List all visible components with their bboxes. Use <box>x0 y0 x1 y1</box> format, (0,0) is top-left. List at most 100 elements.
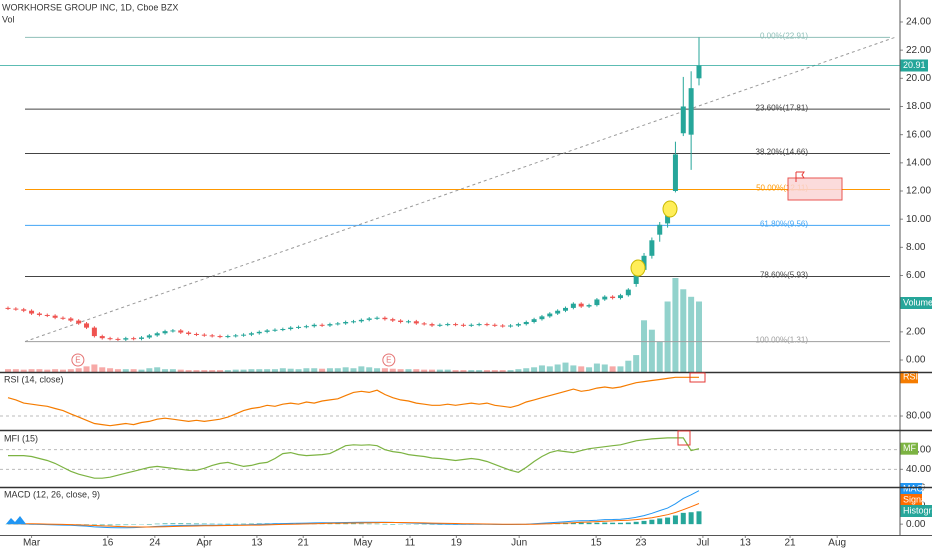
histogram-bar <box>162 523 168 525</box>
volume-bar <box>44 369 51 372</box>
histogram-bar <box>327 523 333 525</box>
candle-body <box>13 308 19 310</box>
x-tick-label: 13 <box>251 538 263 549</box>
candle-body <box>649 240 655 256</box>
x-tick-label: 21 <box>785 538 797 549</box>
volume-bar <box>154 367 161 372</box>
volume-bar <box>52 369 59 372</box>
volume-bar <box>138 369 145 372</box>
volume-bar <box>491 370 498 372</box>
earnings-marker <box>382 353 396 367</box>
candle-body <box>248 333 254 335</box>
volume-bar <box>546 366 553 372</box>
axis-tag <box>900 494 922 506</box>
candle-body <box>500 325 506 327</box>
volume-bar <box>570 365 577 372</box>
candle-body <box>288 327 294 330</box>
volume-bar <box>224 370 231 372</box>
volume-bar <box>609 366 616 372</box>
volume-bar <box>185 370 192 372</box>
axis-tag <box>900 442 918 455</box>
candle-body <box>209 335 215 337</box>
volume-bar <box>664 301 671 372</box>
histogram-bar <box>672 515 678 525</box>
histogram-bar <box>248 523 254 525</box>
y-tick-label: 16.00 <box>906 129 931 140</box>
volume-bar <box>633 355 640 372</box>
volume-bar <box>586 367 593 372</box>
candle-body <box>374 317 380 319</box>
candle-body <box>233 335 239 337</box>
candle-body <box>665 214 671 224</box>
candle-body <box>319 324 325 326</box>
histogram-bar <box>170 523 176 525</box>
candle-body <box>539 316 545 320</box>
indicator-line <box>7 376 699 427</box>
candle-body <box>578 303 584 307</box>
histogram-bar <box>131 524 137 525</box>
volume-bar <box>538 365 545 372</box>
histogram-bar <box>241 523 247 525</box>
volume-bar <box>169 369 176 372</box>
y-tick-label: 14.00 <box>906 157 931 168</box>
candle-body <box>484 324 490 326</box>
y-tick-label: 24.00 <box>906 17 931 28</box>
y-tick-label: 12.00 <box>906 186 931 197</box>
histogram-bar <box>413 524 419 525</box>
candle-body <box>398 320 404 322</box>
histogram-bar <box>343 523 349 525</box>
histogram-bar <box>154 523 160 525</box>
chart-title: WORKHORSE GROUP INC, 1D, Cboe BZX <box>2 2 178 12</box>
volume-bar <box>421 369 428 372</box>
candle-body <box>5 307 11 309</box>
volume-bar <box>12 369 19 372</box>
candle-body <box>602 296 608 300</box>
histogram-bar <box>146 524 152 525</box>
candle-body <box>405 321 411 323</box>
axis-tag-label: RSI <box>903 372 918 382</box>
y-tick-label: 18.00 <box>906 101 931 112</box>
histogram-bar <box>429 524 435 525</box>
histogram-bar <box>680 512 686 525</box>
volume-bar <box>122 369 129 372</box>
volume-bar <box>264 369 271 372</box>
histogram-bar <box>437 524 443 525</box>
volume-bar <box>695 301 702 372</box>
earnings-marker <box>71 353 85 367</box>
histogram-bar <box>641 520 647 525</box>
histogram-bar <box>366 523 372 525</box>
volume-bar <box>381 368 388 372</box>
histogram-bar <box>178 523 184 525</box>
candle-body <box>256 331 262 334</box>
y-tick-label: 80.00 <box>906 411 931 422</box>
histogram-bar <box>217 523 223 525</box>
x-tick-label: Apr <box>197 538 213 549</box>
volume-bar <box>507 370 514 372</box>
candle-body <box>68 318 74 321</box>
candle-body <box>264 330 270 332</box>
plot-layer: Mar 16 24 Apr 13 21 May 11 19 Jun 15 23 Jul 13 21 Aug 0.… <box>0 17 932 549</box>
histogram-bar <box>610 522 616 525</box>
y-tick-label: 40.00 <box>906 464 931 475</box>
histogram-bar <box>256 523 262 525</box>
volume-bar <box>672 278 679 372</box>
histogram-bar <box>665 517 671 525</box>
candle-body <box>633 272 639 284</box>
candle-body <box>555 310 561 314</box>
fib-label: 78.60%(5.93) <box>760 271 808 280</box>
candle-body <box>60 317 66 319</box>
fib-label: 0.00%(22.91) <box>760 31 808 40</box>
histogram-bar <box>193 523 199 525</box>
axis-tag-label: 20.91 <box>903 60 926 70</box>
candle-body <box>170 330 176 332</box>
volume-bar <box>468 370 475 372</box>
volume-bar <box>5 369 12 372</box>
volume-bar <box>601 364 608 372</box>
volume-bar <box>326 368 333 372</box>
candle-body <box>193 333 199 335</box>
volume-bar <box>460 370 467 372</box>
candle-body <box>343 321 349 324</box>
candle-body <box>272 329 278 331</box>
volume-bar <box>342 367 349 372</box>
